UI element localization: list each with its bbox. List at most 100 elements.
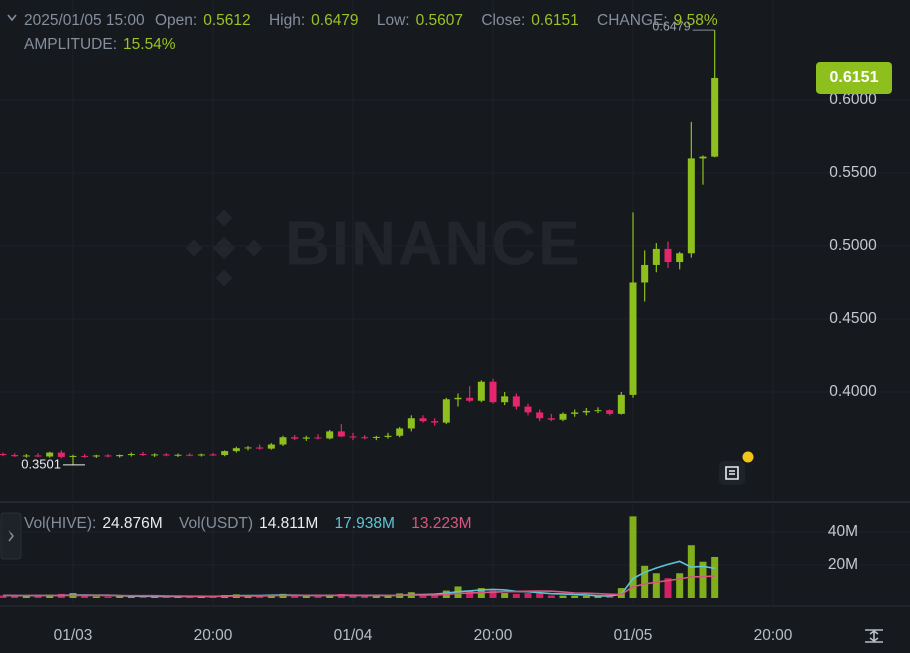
price-tag — [816, 61, 892, 94]
candle-body — [34, 455, 42, 457]
volume-bar — [349, 595, 357, 598]
candle-body — [582, 410, 590, 413]
volume-bar — [582, 595, 590, 598]
volume-bar — [629, 516, 637, 598]
volume-bar — [547, 595, 555, 598]
candle-body — [372, 436, 380, 438]
volume-bar — [244, 595, 252, 598]
volume-bar — [664, 578, 672, 598]
volume-bar — [291, 595, 299, 598]
candle-body — [384, 435, 392, 437]
volume-bar — [46, 594, 54, 598]
vol-value: 24.876M — [102, 515, 163, 532]
scale-toggle[interactable] — [865, 629, 883, 643]
volume-bar — [0, 595, 7, 598]
note-glyph — [725, 466, 739, 480]
candle-body — [232, 448, 240, 452]
volume-bar — [571, 596, 579, 598]
y-tick-label: 20M — [828, 556, 858, 573]
volume-bar — [337, 594, 345, 598]
x-tick-label: 20:00 — [754, 627, 793, 644]
candle-body — [186, 454, 194, 456]
candle-body — [314, 437, 322, 439]
x-tick-label: 20:00 — [194, 627, 233, 644]
volume-bar — [687, 545, 695, 598]
vol-usdt-label: Vol(USDT) — [179, 515, 254, 532]
candle-body — [559, 413, 567, 420]
header-open: 0.5612 — [203, 12, 251, 29]
y-tick-label: 0.5000 — [829, 237, 877, 254]
volume-bar — [431, 595, 439, 598]
candle-body — [349, 436, 357, 438]
candle-body — [466, 397, 474, 401]
candle-body — [454, 397, 462, 400]
candle-body — [501, 396, 509, 403]
candle-body — [302, 437, 310, 439]
volume-bar — [606, 595, 614, 598]
volume-bar — [267, 595, 275, 598]
candle-body — [547, 418, 555, 420]
header-chevron[interactable] — [7, 14, 17, 22]
candle-body — [127, 454, 135, 456]
candle-body — [0, 454, 7, 456]
candle-body — [337, 431, 345, 437]
volume-bar — [22, 596, 30, 598]
candle-body — [431, 421, 439, 423]
candle-body — [641, 264, 649, 283]
volume-header: Vol(HIVE): 24.876M Vol(USDT) 14.811M 17.93… — [24, 512, 478, 536]
volume-bar — [594, 596, 602, 598]
volume-toggle[interactable] — [0, 512, 22, 560]
candle-body — [209, 454, 217, 456]
candle-body — [629, 282, 637, 395]
volume-bar — [384, 595, 392, 598]
candle-body — [664, 248, 672, 263]
x-tick-label: 01/04 — [334, 627, 373, 644]
volume-bar — [489, 590, 497, 598]
candle-body — [571, 412, 579, 414]
y-tick-label: 0.6000 — [829, 91, 877, 108]
y-tick-label: 40M — [828, 523, 858, 540]
volume-bar — [104, 596, 112, 598]
candle-body — [407, 418, 415, 429]
volume-bar — [174, 596, 182, 598]
volume-bar — [676, 573, 684, 598]
volume-bar — [314, 596, 322, 598]
candle-body — [256, 447, 264, 449]
candle-body — [419, 418, 427, 422]
low-marker: 0.3501 — [21, 456, 61, 471]
note-icon[interactable] — [719, 461, 745, 485]
volume-bar — [92, 596, 100, 598]
volume-bar — [559, 595, 567, 598]
candle-body — [69, 455, 77, 457]
candle-body — [477, 381, 485, 401]
volume-bar — [419, 594, 427, 598]
header-low: 0.5607 — [415, 12, 464, 29]
candle-body — [512, 396, 520, 407]
candle-body — [11, 455, 19, 457]
vol-label: Vol(HIVE): — [24, 515, 97, 532]
candle-body — [46, 452, 54, 457]
volume-bar — [302, 596, 310, 598]
x-tick-label: 01/05 — [614, 627, 653, 644]
high-marker: 0.6479 — [652, 19, 690, 33]
toggle-arrow — [8, 530, 14, 542]
candle-body — [244, 447, 252, 449]
volume-bar — [81, 596, 89, 598]
header-close: 0.6151 — [531, 12, 579, 29]
header-amplitude: 15.54% — [123, 36, 176, 53]
ma-line — [3, 575, 715, 598]
volume-bar — [256, 596, 264, 598]
ma-label: 17.938M — [334, 515, 395, 532]
candle-body — [279, 437, 287, 445]
candle-body — [617, 394, 625, 414]
candle-body — [489, 381, 497, 403]
candle-body — [536, 412, 544, 419]
volume-bar — [501, 593, 509, 598]
candle-body — [687, 158, 695, 254]
candle-body — [711, 77, 719, 157]
header-change-label: CHANGE: — [597, 12, 668, 29]
candle-body — [267, 444, 275, 449]
candle-body — [139, 454, 147, 456]
